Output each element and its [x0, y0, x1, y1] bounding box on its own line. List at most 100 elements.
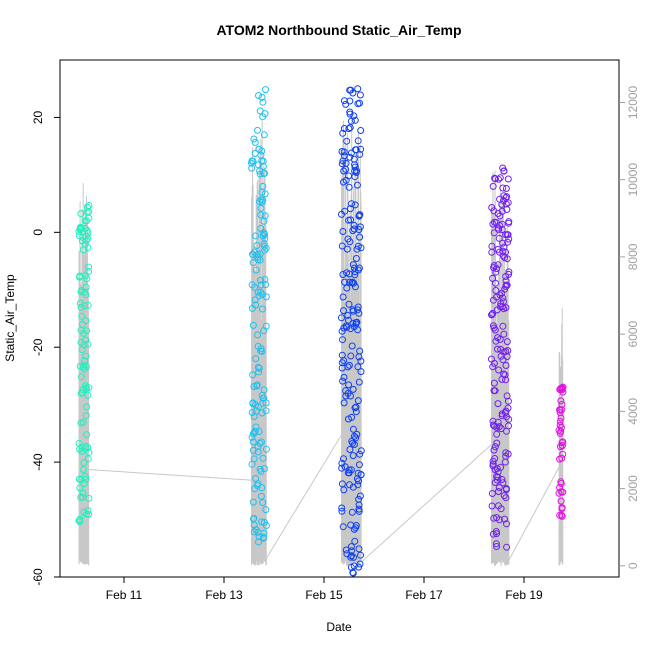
data-point — [254, 331, 262, 339]
data-point — [259, 305, 266, 313]
data-point — [354, 85, 362, 93]
data-point — [348, 413, 356, 421]
data-point — [261, 235, 269, 243]
data-point — [346, 205, 354, 213]
data-point — [489, 462, 497, 470]
x-tick-label: Feb 13 — [205, 588, 243, 602]
data-point — [494, 210, 502, 217]
data-point — [501, 515, 508, 523]
data-point — [557, 480, 565, 487]
data-point — [339, 336, 346, 344]
y2-tick-label: 4000 — [626, 398, 640, 425]
altitude-transit-line — [508, 465, 561, 561]
data-point — [258, 484, 266, 492]
data-point — [252, 232, 260, 240]
data-point — [499, 184, 507, 192]
data-point — [356, 450, 364, 458]
data-point — [497, 505, 505, 513]
data-point — [490, 446, 498, 454]
data-point — [258, 198, 266, 206]
data-point — [251, 139, 259, 146]
data-point — [340, 324, 348, 332]
data-point — [262, 522, 270, 529]
data-point — [500, 167, 508, 175]
data-point — [495, 484, 503, 491]
data-point — [493, 530, 500, 538]
data-point — [491, 422, 499, 430]
data-point — [254, 126, 261, 134]
data-point — [500, 370, 508, 378]
data-point — [249, 250, 256, 258]
data-point — [357, 551, 364, 559]
points-layer — [75, 85, 567, 577]
data-point — [557, 497, 565, 505]
data-point — [255, 364, 263, 372]
data-point — [559, 488, 567, 496]
data-point — [490, 296, 497, 304]
data-point — [357, 368, 365, 376]
data-point — [82, 232, 90, 240]
data-point — [340, 167, 348, 175]
data-point — [495, 366, 503, 374]
data-point — [354, 137, 362, 145]
data-point — [348, 437, 356, 445]
data-point — [497, 300, 505, 308]
data-point — [558, 512, 566, 520]
data-point — [493, 430, 501, 438]
data-point — [353, 167, 361, 175]
data-point — [504, 175, 512, 183]
data-point — [350, 155, 358, 163]
data-point — [261, 212, 269, 220]
data-point — [339, 228, 347, 235]
data-point — [488, 311, 495, 319]
data-point — [250, 521, 258, 529]
y-tick-label: 20 — [31, 110, 45, 124]
data-point — [249, 446, 257, 454]
data-point — [502, 185, 510, 192]
data-point — [489, 530, 497, 538]
x-tick-label: Feb 17 — [405, 588, 443, 602]
data-point — [351, 264, 358, 272]
data-point — [349, 319, 357, 327]
data-point — [354, 363, 362, 371]
data-point — [356, 150, 364, 158]
data-point — [77, 224, 85, 232]
data-point — [258, 147, 266, 155]
data-point — [490, 387, 498, 395]
data-point — [78, 443, 86, 451]
data-point — [495, 488, 502, 495]
data-point — [501, 254, 509, 262]
data-point — [342, 100, 350, 108]
y-tick-label: -20 — [31, 338, 45, 356]
data-point — [347, 552, 355, 560]
data-point — [489, 417, 497, 425]
data-point — [556, 406, 564, 414]
data-point — [504, 231, 512, 239]
data-point — [502, 277, 510, 285]
data-point — [252, 266, 260, 274]
data-point — [344, 389, 352, 397]
data-point — [251, 296, 259, 304]
data-point — [77, 288, 85, 296]
data-point — [257, 204, 265, 212]
data-point — [346, 97, 354, 105]
data-point — [498, 412, 506, 420]
data-point — [82, 317, 90, 325]
data-point — [346, 108, 354, 116]
data-point — [346, 278, 354, 286]
data-point — [356, 347, 364, 355]
data-point — [346, 238, 354, 246]
data-point — [349, 385, 357, 393]
data-point — [255, 368, 263, 376]
data-point — [351, 537, 359, 545]
data-point — [257, 492, 265, 500]
data-point — [494, 345, 501, 353]
data-point — [348, 508, 356, 516]
data-point — [497, 352, 505, 360]
data-point — [338, 480, 346, 488]
data-point — [496, 195, 504, 203]
data-point — [249, 438, 257, 446]
data-point — [356, 233, 364, 241]
data-point — [83, 403, 91, 411]
data-point — [257, 467, 265, 475]
